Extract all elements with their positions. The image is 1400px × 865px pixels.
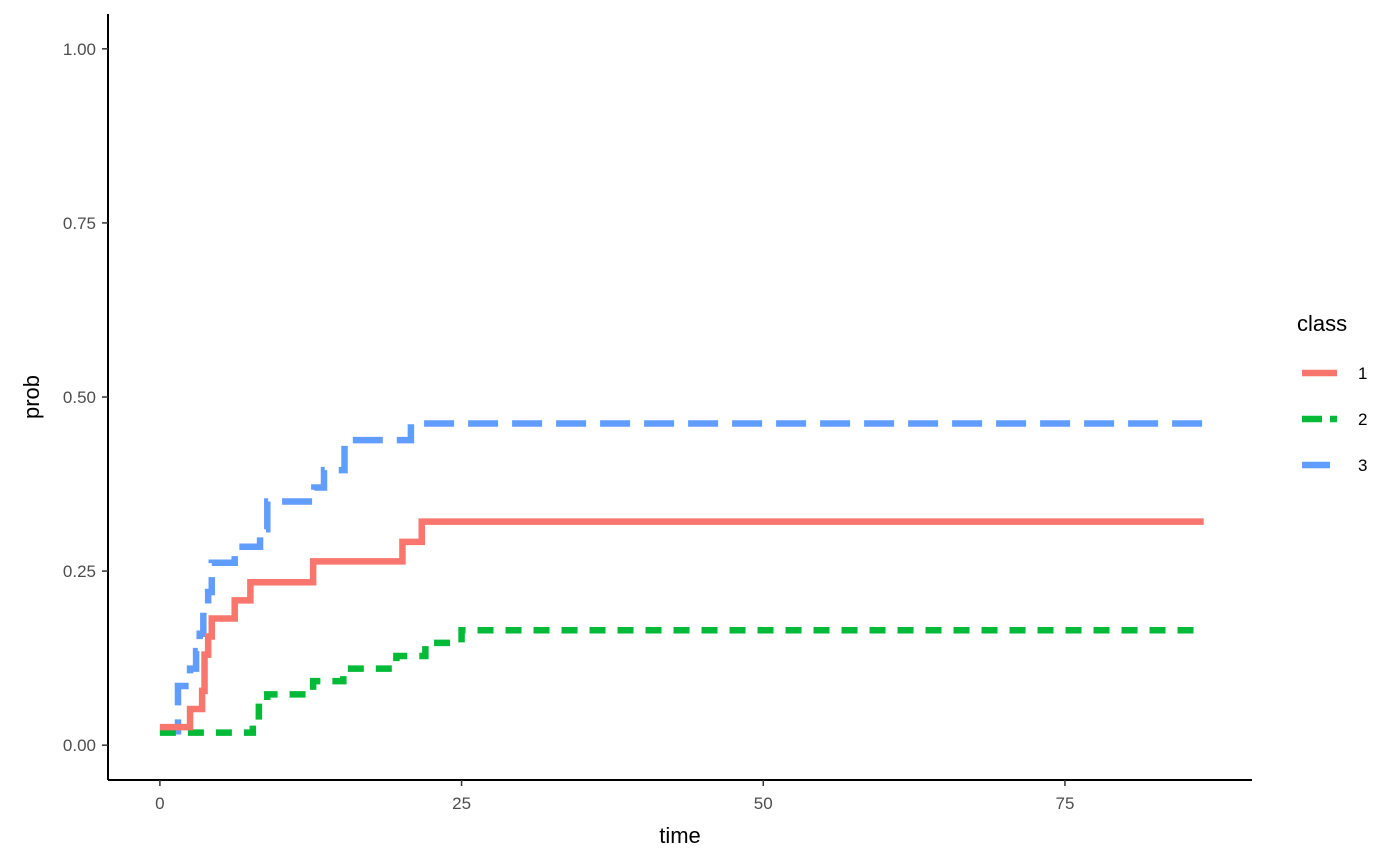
x-axis-ticks: 0 25 50 75 xyxy=(155,780,1074,813)
x-tick-label: 50 xyxy=(754,794,773,813)
y-tick-label: 1.00 xyxy=(63,40,96,59)
y-tick-label: 0.25 xyxy=(63,562,96,581)
legend-label-3: 3 xyxy=(1358,456,1367,475)
x-axis-title: time xyxy=(659,823,701,848)
plot-lines xyxy=(159,420,1204,736)
y-tick-label: 0.75 xyxy=(63,214,96,233)
series-line-1 xyxy=(159,518,1204,731)
y-axis-title: prob xyxy=(19,375,44,419)
legend: class 1 2 3 xyxy=(1297,311,1367,475)
legend-title: class xyxy=(1297,311,1347,336)
y-axis-ticks: 0.00 0.25 0.50 0.75 1.00 xyxy=(63,40,108,755)
y-tick-label: 0.50 xyxy=(63,388,96,407)
x-tick-label: 25 xyxy=(452,794,471,813)
series-line-3 xyxy=(159,420,1204,735)
x-tick-label: 75 xyxy=(1055,794,1074,813)
legend-label-1: 1 xyxy=(1358,364,1367,383)
y-tick-label: 0.00 xyxy=(63,736,96,755)
legend-label-2: 2 xyxy=(1358,410,1367,429)
x-tick-label: 0 xyxy=(155,794,164,813)
